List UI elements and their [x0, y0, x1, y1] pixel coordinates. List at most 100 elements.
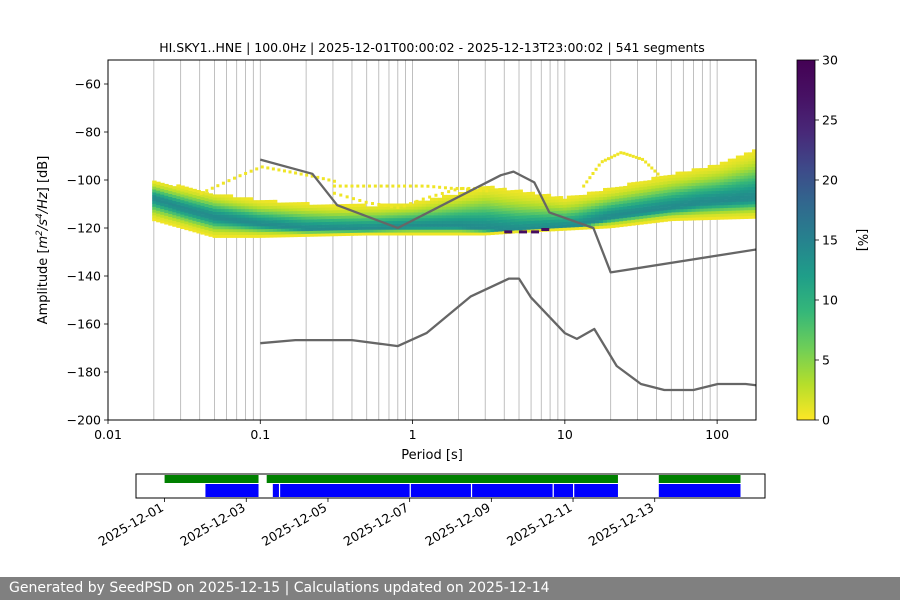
heatmap-cell — [623, 191, 628, 195]
heatmap-cell — [280, 231, 286, 235]
heatmap-cell — [594, 222, 600, 227]
heatmap-cell — [413, 232, 419, 236]
heatmap-cell — [510, 227, 515, 231]
heatmap-cell — [220, 194, 226, 198]
heatmap-cell — [695, 217, 701, 221]
heatmap-cell — [450, 220, 455, 224]
heatmap-cell — [715, 205, 721, 209]
heatmap-cell — [687, 197, 692, 201]
heatmap-cell — [699, 205, 705, 209]
heatmap-cell — [272, 205, 278, 209]
heatmap-cell — [220, 226, 226, 230]
heatmap-cell — [538, 217, 544, 221]
heatmap-cell — [244, 214, 250, 218]
heatmap-cell — [723, 164, 729, 168]
heatmap-cell — [433, 212, 439, 216]
heatmap-cell — [603, 202, 608, 206]
heatmap-cell — [663, 181, 668, 185]
heatmap-cell — [546, 222, 552, 226]
heatmap-cell — [554, 207, 560, 211]
heatmap-cell — [727, 193, 733, 197]
heatmap-cell — [409, 212, 415, 216]
heatmap-cell — [683, 203, 688, 207]
heatmap-cell — [719, 207, 725, 212]
heatmap-cell — [522, 203, 527, 207]
heatmap-cell — [514, 195, 519, 199]
heatmap-cell — [486, 200, 491, 204]
heatmap-cell — [671, 191, 676, 196]
heatmap-cell — [289, 208, 294, 212]
heatmap-cell — [393, 206, 399, 210]
heatmap-cell — [739, 172, 745, 176]
heatmap-outlier-cell — [478, 188, 482, 192]
heatmap-cell — [393, 212, 399, 216]
heatmap-cell — [719, 216, 725, 220]
heatmap-cell — [522, 220, 527, 225]
heatmap-cell — [574, 203, 580, 208]
heatmap-cell — [425, 217, 431, 222]
heatmap-cell — [751, 192, 756, 196]
heatmap-cell — [635, 201, 640, 205]
heatmap-cell — [280, 205, 286, 209]
heatmap-cell — [699, 191, 705, 195]
heatmap-cell — [651, 194, 656, 198]
heatmap-cell — [615, 195, 620, 199]
heatmap-cell — [703, 188, 709, 192]
heatmap-cell — [188, 228, 193, 232]
heatmap-cell — [212, 203, 217, 207]
heatmap-cell — [474, 217, 479, 222]
heatmap-cell — [599, 196, 604, 201]
heatmap-cell — [506, 193, 511, 197]
heatmap-cell — [240, 226, 246, 230]
heatmap-cell — [228, 234, 234, 238]
heatmap-cell — [546, 196, 552, 200]
heatmap-cell — [337, 209, 342, 214]
heatmap-cell — [735, 198, 741, 202]
heatmap-cell — [570, 198, 576, 202]
heatmap-cell — [510, 207, 515, 211]
heatmap-cell — [474, 209, 479, 213]
heatmap-cell — [715, 167, 721, 171]
heatmap-cell — [248, 234, 254, 238]
heatmap-cell — [409, 215, 415, 219]
heatmap-cell — [228, 226, 234, 230]
heatmap-cell — [695, 191, 701, 195]
heatmap-cell — [285, 205, 290, 209]
heatmap-cell — [421, 215, 427, 219]
heatmap-cell — [554, 202, 560, 206]
segment-gap-mark — [552, 484, 554, 497]
heatmap-cell — [691, 182, 697, 186]
heatmap-cell — [401, 212, 407, 216]
heatmap-cell — [506, 198, 511, 203]
heatmap-cell — [703, 170, 709, 175]
heatmap-cell — [751, 181, 756, 185]
heatmap-cell — [683, 211, 688, 215]
heatmap-cell — [707, 205, 713, 209]
heatmap-cell — [172, 197, 177, 201]
heatmap-cell — [152, 186, 157, 190]
heatmap-cell — [554, 204, 560, 209]
heatmap-cell — [236, 197, 242, 201]
heatmap-cell — [450, 200, 455, 204]
heatmap-cell — [393, 220, 399, 224]
heatmap-cell — [373, 209, 378, 213]
heatmap-cell — [502, 190, 507, 194]
heatmap-peak-cell — [541, 228, 550, 231]
heatmap-cell — [751, 157, 756, 162]
heatmap-cell — [417, 223, 423, 227]
heatmap-cell — [297, 213, 302, 217]
heatmap-cell — [240, 223, 246, 227]
heatmap-cell — [264, 208, 270, 212]
heatmap-cell — [562, 207, 568, 211]
heatmap-cell — [586, 220, 592, 224]
heatmap-cell — [409, 232, 415, 236]
heatmap-cell — [747, 178, 753, 182]
heatmap-cell — [478, 232, 483, 236]
heatmap-cell — [619, 189, 624, 193]
heatmap-cell — [711, 193, 717, 197]
heatmap-cell — [200, 231, 205, 235]
heatmap-cell — [546, 219, 552, 223]
heatmap-cell — [236, 200, 242, 204]
heatmap-cell — [502, 199, 507, 203]
heatmap-outlier-cell — [625, 152, 629, 156]
